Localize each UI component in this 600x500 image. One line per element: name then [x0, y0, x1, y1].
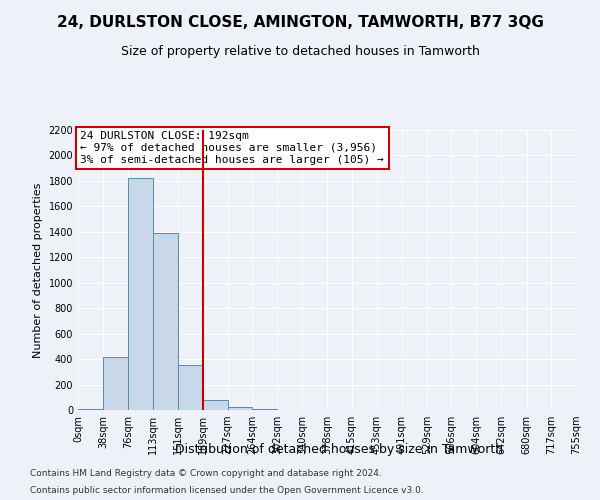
Bar	[152, 233, 178, 410]
Bar	[203, 400, 228, 410]
Text: 24, DURLSTON CLOSE, AMINGTON, TAMWORTH, B77 3QG: 24, DURLSTON CLOSE, AMINGTON, TAMWORTH, …	[56, 15, 544, 30]
Bar	[128, 178, 152, 410]
Text: Contains HM Land Registry data © Crown copyright and database right 2024.: Contains HM Land Registry data © Crown c…	[30, 468, 382, 477]
Text: Size of property relative to detached houses in Tamworth: Size of property relative to detached ho…	[121, 45, 479, 58]
Bar	[103, 356, 128, 410]
Bar	[252, 409, 277, 410]
Bar	[78, 408, 103, 410]
Bar	[178, 366, 203, 410]
Text: Distribution of detached houses by size in Tamworth: Distribution of detached houses by size …	[175, 442, 503, 456]
Y-axis label: Number of detached properties: Number of detached properties	[33, 182, 43, 358]
Text: 24 DURLSTON CLOSE: 192sqm
← 97% of detached houses are smaller (3,956)
3% of sem: 24 DURLSTON CLOSE: 192sqm ← 97% of detac…	[80, 132, 384, 164]
Text: Contains public sector information licensed under the Open Government Licence v3: Contains public sector information licen…	[30, 486, 424, 495]
Bar	[228, 407, 252, 410]
